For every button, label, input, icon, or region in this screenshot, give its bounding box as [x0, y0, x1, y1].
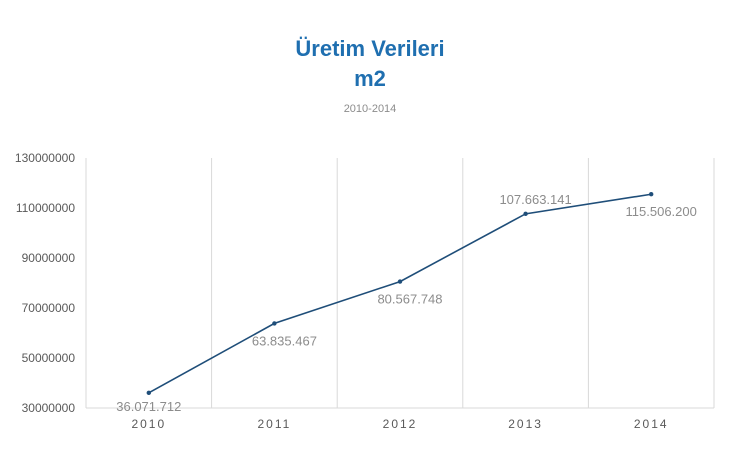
data-label: 115.506.200: [626, 204, 697, 219]
x-tick-label: 2010: [131, 417, 166, 431]
data-label: 80.567.748: [377, 292, 442, 307]
chart-subtitle: 2010-2014: [343, 103, 397, 115]
y-tick-label: 50000000: [22, 351, 76, 365]
y-tick-label: 110000000: [16, 201, 76, 215]
data-point: [272, 321, 277, 326]
chart-title-unit: m2: [354, 66, 386, 91]
y-tick-label: 30000000: [22, 401, 76, 415]
data-point: [146, 390, 151, 396]
data-label: 63.835.467: [252, 333, 317, 348]
y-tick-label: 130000000: [15, 151, 75, 165]
y-tick-label: 70000000: [22, 301, 76, 315]
data-label: 107.663.141: [499, 192, 571, 207]
data-label: 36.071.712: [116, 399, 181, 414]
y-tick-label: 90000000: [22, 251, 76, 265]
x-tick-label: 2013: [508, 417, 543, 431]
data-point: [523, 211, 528, 217]
x-tick-label: 2011: [257, 417, 291, 431]
chart-title: Üretim Verileri: [295, 36, 445, 61]
data-point: [649, 192, 654, 197]
x-tick-label: 2014: [634, 417, 669, 431]
data-point: [397, 279, 403, 284]
x-tick-label: 2012: [383, 417, 418, 431]
